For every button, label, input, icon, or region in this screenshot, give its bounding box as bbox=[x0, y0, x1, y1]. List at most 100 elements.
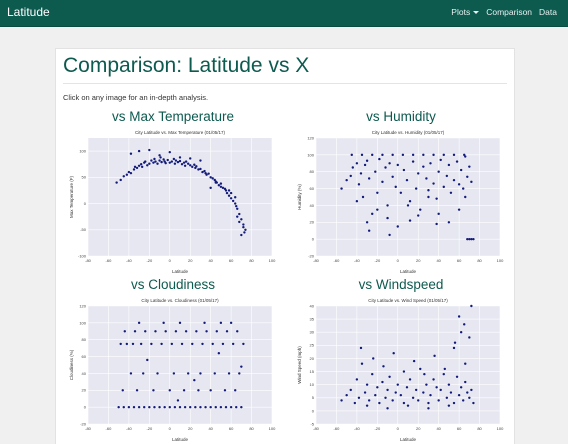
data-point bbox=[178, 321, 182, 325]
data-point bbox=[197, 168, 200, 171]
data-point bbox=[227, 194, 231, 197]
data-point bbox=[129, 372, 133, 375]
data-point bbox=[386, 388, 389, 392]
data-point bbox=[173, 162, 177, 165]
data-point bbox=[382, 365, 385, 368]
data-point bbox=[371, 212, 374, 216]
data-point bbox=[452, 178, 456, 182]
data-point bbox=[203, 169, 206, 173]
nav-item-plots[interactable]: Plots bbox=[451, 7, 480, 17]
x-tick-label: 0 bbox=[397, 258, 400, 263]
data-point bbox=[423, 372, 426, 376]
data-point bbox=[129, 171, 133, 175]
data-point bbox=[464, 195, 467, 199]
data-point bbox=[199, 405, 202, 409]
data-point bbox=[189, 157, 192, 160]
chart-humidity[interactable]: City Latitude vs. Humidity (01/05/17) -80… bbox=[296, 126, 506, 276]
data-point bbox=[406, 204, 410, 207]
x-tick-label: -60 bbox=[334, 258, 341, 263]
data-point bbox=[439, 388, 442, 392]
data-point bbox=[184, 330, 188, 333]
data-point bbox=[384, 166, 387, 169]
data-point bbox=[176, 399, 180, 402]
data-point bbox=[242, 223, 245, 226]
card-heading: vs Humidity bbox=[366, 109, 436, 124]
data-point bbox=[399, 191, 403, 194]
data-point bbox=[408, 219, 412, 222]
divider bbox=[63, 83, 507, 84]
data-point bbox=[355, 200, 359, 203]
data-point bbox=[148, 148, 151, 152]
x-tick-label: -80 bbox=[313, 258, 320, 263]
data-point bbox=[470, 388, 473, 392]
data-point bbox=[447, 383, 451, 386]
brand-link[interactable]: Latitude bbox=[7, 5, 50, 19]
data-point bbox=[148, 405, 151, 409]
nav-item-comparison[interactable]: Comparison bbox=[486, 7, 533, 17]
data-point bbox=[144, 330, 147, 333]
y-tick-label: 20 bbox=[82, 388, 87, 393]
data-point bbox=[414, 388, 418, 392]
data-point bbox=[452, 153, 456, 157]
y-tick-label: 120 bbox=[79, 303, 86, 308]
data-point bbox=[411, 396, 415, 399]
card-cloudiness: vs Cloudiness City Latitude vs. Cloudine… bbox=[68, 277, 278, 444]
plot-area bbox=[316, 138, 500, 256]
data-point bbox=[240, 233, 243, 237]
data-point bbox=[432, 378, 435, 381]
y-tick-label: 80 bbox=[310, 169, 315, 174]
data-point bbox=[209, 176, 212, 179]
data-point bbox=[374, 393, 377, 397]
data-point bbox=[439, 158, 442, 162]
data-point bbox=[191, 342, 194, 346]
data-point bbox=[422, 153, 425, 157]
y-tick-label: 100 bbox=[307, 152, 314, 157]
y-tick-label: 0 bbox=[312, 237, 315, 242]
data-point bbox=[115, 181, 118, 184]
data-point bbox=[384, 396, 387, 399]
data-point bbox=[150, 159, 153, 162]
data-point bbox=[163, 405, 166, 409]
data-point bbox=[121, 389, 124, 392]
data-point bbox=[144, 160, 147, 163]
chart-cloudiness[interactable]: City Latitude vs. Cloudiness (01/05/17) -… bbox=[68, 294, 278, 444]
data-point bbox=[355, 378, 359, 381]
data-point bbox=[154, 330, 157, 333]
data-point bbox=[427, 407, 430, 410]
chart-title: City Latitude vs. Wind Speed (01/05/17) bbox=[368, 298, 448, 303]
data-point bbox=[205, 173, 208, 176]
data-point bbox=[244, 228, 247, 231]
x-tick-label: 80 bbox=[477, 426, 482, 431]
data-point bbox=[472, 237, 475, 241]
data-point bbox=[363, 391, 367, 394]
data-point bbox=[178, 159, 182, 163]
data-point bbox=[224, 405, 228, 409]
data-point bbox=[386, 216, 389, 220]
data-point bbox=[201, 342, 204, 346]
nav-item-data[interactable]: Data bbox=[539, 7, 557, 17]
data-point bbox=[406, 404, 410, 407]
data-point bbox=[360, 362, 364, 365]
data-point bbox=[122, 175, 125, 178]
data-point bbox=[399, 393, 403, 397]
data-point bbox=[443, 367, 446, 371]
data-point bbox=[162, 158, 165, 161]
data-point bbox=[178, 156, 182, 159]
data-point bbox=[172, 372, 176, 375]
data-point bbox=[378, 157, 381, 161]
data-point bbox=[442, 185, 445, 189]
data-point bbox=[211, 177, 214, 180]
data-point bbox=[396, 163, 399, 167]
x-tick-label: 20 bbox=[188, 426, 193, 431]
data-point bbox=[207, 172, 210, 175]
data-point bbox=[180, 342, 184, 346]
y-tick-label: 60 bbox=[82, 354, 87, 359]
chart-max-temperature[interactable]: City Latitude vs. Max Temperature (01/05… bbox=[68, 126, 278, 276]
y-tick-label: 20 bbox=[310, 220, 315, 225]
data-point bbox=[195, 330, 198, 333]
data-point bbox=[427, 195, 430, 199]
data-point bbox=[132, 168, 136, 171]
x-tick-label: -40 bbox=[354, 258, 361, 263]
chart-windspeed[interactable]: City Latitude vs. Wind Speed (01/05/17) -… bbox=[296, 294, 506, 444]
y-tick-label: 0 bbox=[84, 201, 87, 206]
